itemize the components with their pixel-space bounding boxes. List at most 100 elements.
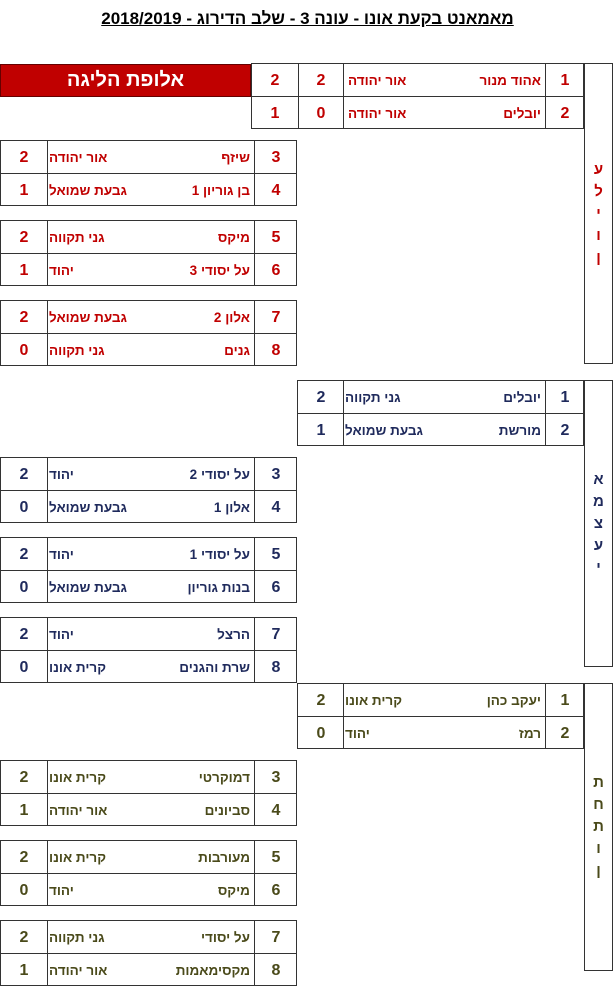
match-row: 4 אלון 1 גבעת שמואל 0 (1, 491, 296, 524)
team-name: סביונים (204, 803, 250, 818)
team-name: על יסודי (200, 930, 250, 945)
score: 2 (19, 545, 29, 563)
match-row: 7 אלון 2 גבעת שמואל 2 (1, 301, 296, 334)
team-city: קרית אונו (49, 850, 107, 865)
team-name: בנות גוריון (187, 580, 250, 595)
rank-number: 7 (271, 625, 281, 643)
match-row: 6 מיקס יהוד 0 (1, 874, 296, 907)
team-name: על יסודי 3 (189, 263, 250, 278)
match-row: 8 שרת והגנים קרית אונו 0 (1, 651, 296, 684)
score: 1 (19, 961, 29, 979)
match-row: 7 הרצל יהוד 2 (1, 618, 296, 651)
score: 1 (19, 801, 29, 819)
score: 0 (19, 498, 29, 516)
team-name: יעקב כהן (486, 693, 541, 708)
score: 0 (19, 578, 29, 596)
rank-number: 2 (560, 421, 570, 439)
score: 2 (19, 768, 29, 786)
match-row: 4 בן גוריון 1 גבעת שמואל 1 (1, 174, 296, 207)
rank-number: 5 (271, 545, 281, 563)
team-city: אור יהודה (49, 963, 108, 978)
team-name: יובלים (503, 106, 541, 121)
group-label-letter: ת (593, 818, 604, 835)
group-label-letter: ע (593, 160, 604, 178)
team-name: מורשת (498, 423, 541, 438)
top-standings-box: 1 יובלים גני תקווה 2 2 מורשת גבעת שמואל 1 (297, 380, 584, 446)
team-city: גבעת שמואל (345, 423, 424, 438)
score: 1 (19, 261, 29, 279)
team-city: קרית אונו (49, 770, 107, 785)
standings-row: 1 אהוד מנור אור יהודה 2 2 (252, 64, 583, 97)
rank-number: 6 (271, 578, 281, 596)
team-city: אור יהודה (49, 803, 108, 818)
team-name: רמז (518, 726, 541, 741)
match-row: 4 סביונים אור יהודה 1 (1, 794, 296, 827)
rank-number: 5 (271, 848, 281, 866)
rank-number: 2 (560, 104, 570, 122)
score: 2 (19, 148, 29, 166)
standings-row: 1 יעקב כהן קרית אונו 2 (298, 684, 583, 717)
standings-row: 2 מורשת גבעת שמואל 1 (298, 414, 583, 447)
rank-number: 1 (560, 71, 570, 89)
match-row: 5 מיקס גני תקווה 2 (1, 221, 296, 254)
team-city: גבעת שמואל (49, 183, 128, 198)
team-city: אור יהודה (49, 150, 108, 165)
team-name: הרצל (217, 627, 250, 642)
team-name: גנים (224, 343, 250, 358)
team-name: אלון 2 (213, 310, 250, 325)
team-city: אור יהודה (348, 73, 407, 88)
team-name: על יסודי 1 (189, 547, 250, 562)
team-name: מיקס (217, 230, 250, 245)
team-city: יהוד (49, 883, 74, 898)
score: 2 (19, 625, 29, 643)
rank-number: 4 (271, 498, 281, 516)
score: 2 (19, 228, 29, 246)
score: 2 (19, 848, 29, 866)
team-name: על יסודי 2 (189, 467, 250, 482)
group-label-letter: ו (596, 840, 601, 857)
score: 0 (19, 658, 29, 676)
rank-number: 2 (560, 724, 570, 742)
score: 1 (316, 421, 326, 439)
score: 1 (19, 181, 29, 199)
team-city: יהוד (49, 547, 74, 562)
group-label-letter: צ (593, 514, 604, 532)
team-city: גבעת שמואל (49, 580, 128, 595)
score: 2 (316, 71, 326, 89)
match-pair-box: 3 שיזף אור יהודה 2 4 בן גוריון 1 גבעת שמואל 1 (0, 140, 297, 206)
team-name: אהוד מנור (479, 73, 542, 88)
rank-number: 7 (271, 928, 281, 946)
rank-number: 8 (271, 658, 281, 676)
score: 2 (270, 71, 280, 89)
group-label-letter: א (593, 470, 604, 488)
rank-number: 5 (271, 228, 281, 246)
match-row: 5 על יסודי 1 יהוד 2 (1, 538, 296, 571)
team-city: גני תקווה (49, 230, 105, 245)
team-city: יהוד (345, 726, 370, 741)
match-row: 3 דמוקרטי קרית אונו 2 (1, 761, 296, 794)
team-city: קרית אונו (345, 693, 403, 708)
team-name: מקסימאמות (175, 963, 250, 978)
team-city: אור יהודה (348, 106, 407, 121)
match-row: 6 על יסודי 3 יהוד 1 (1, 254, 296, 287)
team-name: שרת והגנים (179, 660, 250, 675)
score: 1 (270, 104, 280, 122)
match-pair-box: 5 על יסודי 1 יהוד 2 6 בנות גוריון גבעת שמואל 0 (0, 537, 297, 603)
team-city: יהוד (49, 467, 74, 482)
team-name: אלון 1 (213, 500, 250, 515)
score: 2 (19, 465, 29, 483)
match-row: 8 גנים גני תקווה 0 (1, 334, 296, 367)
match-pair-box: 5 מעורבות קרית אונו 2 6 מיקס יהוד 0 (0, 840, 297, 906)
match-row: 8 מקסימאמות אור יהודה 1 (1, 954, 296, 987)
team-city: גני תקווה (49, 343, 105, 358)
standings-row: 2 יובלים אור יהודה 0 1 (252, 97, 583, 130)
group-label-letter: י (596, 204, 601, 222)
team-name: דמוקרטי (198, 770, 250, 785)
match-pair-box: 3 על יסודי 2 יהוד 2 4 אלון 1 גבעת שמואל 0 (0, 457, 297, 523)
group-label-letter: ל (594, 182, 603, 200)
